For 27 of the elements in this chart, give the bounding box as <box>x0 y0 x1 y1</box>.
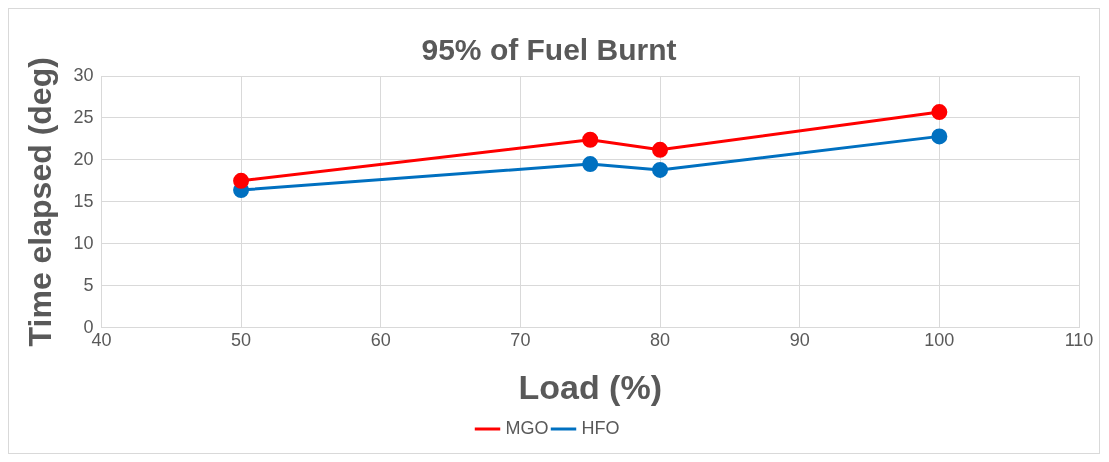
legend-label: HFO <box>581 417 620 438</box>
point <box>652 141 669 158</box>
x-tick-label: 40 <box>91 330 112 351</box>
x-tick-label: 70 <box>510 330 531 351</box>
point <box>931 128 948 145</box>
point <box>233 172 250 189</box>
y-axis-title: Time elapsed (deg) <box>22 57 59 347</box>
x-tick-label: 90 <box>789 330 810 351</box>
y-tick-label: 10 <box>73 232 94 253</box>
point <box>582 131 599 148</box>
point <box>652 161 669 178</box>
x-tick-label: 80 <box>650 330 671 351</box>
y-tick-label: 25 <box>73 106 94 127</box>
point <box>931 104 948 121</box>
y-tick-label: 20 <box>73 148 94 169</box>
x-axis-title: Load (%) <box>518 367 662 406</box>
x-tick-label: 110 <box>1064 330 1094 351</box>
x-tick-label: 100 <box>924 330 955 351</box>
x-tick-label: 60 <box>370 330 391 351</box>
legend-label: MGO <box>505 417 549 438</box>
chart-title: 95% of Fuel Burnt <box>421 33 677 67</box>
x-tick-label: 50 <box>231 330 252 351</box>
point <box>582 156 599 173</box>
y-tick-label: 5 <box>83 274 94 295</box>
y-tick-label: 30 <box>73 64 94 85</box>
y-tick-label: 15 <box>73 190 94 211</box>
y-tick-label: 0 <box>83 316 94 337</box>
